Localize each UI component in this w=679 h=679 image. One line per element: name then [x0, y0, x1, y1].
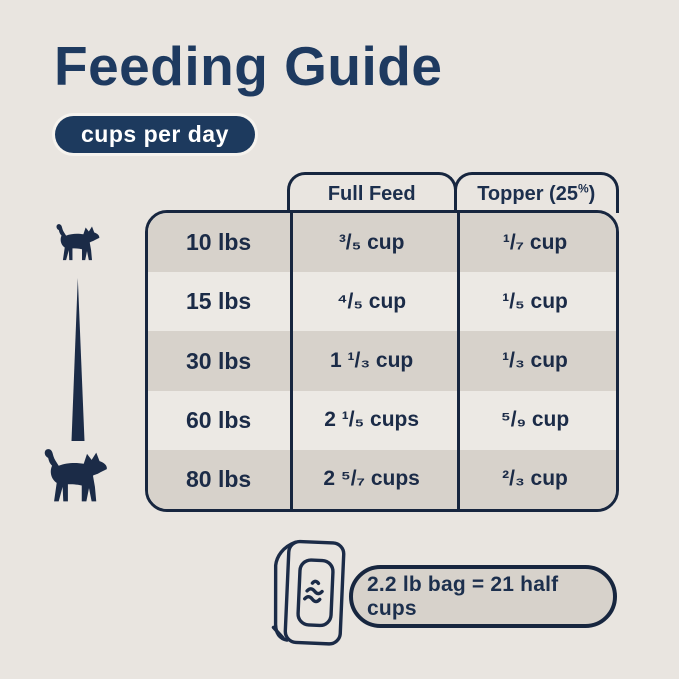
weight-cell: 30 lbs [185, 347, 252, 374]
size-scale-wedge [71, 278, 85, 442]
full-feed-cell: ⁴/₅ cup [337, 289, 407, 313]
large-dog-icon [40, 446, 109, 504]
topper-label: Topper (25%) [477, 180, 596, 205]
feeding-table-body: 10 lbs ³/₅ cup ¹/₇ cup 15 lbs ⁴/₅ cup ¹/… [145, 210, 619, 512]
weight-cell: 10 lbs [185, 229, 252, 256]
topper-cell: ¹/₃ cup [502, 349, 568, 372]
topper-cell: ¹/₅ cup [502, 289, 568, 313]
full-feed-label: Full Feed [327, 182, 416, 205]
topper-cell: ⁵/₉ cup [500, 408, 570, 432]
percent-superscript: % [577, 180, 589, 195]
cups-per-day-label: cups per day [81, 121, 229, 147]
topper-cell: ¹/₇ cup [502, 230, 568, 254]
cups-per-day-badge: cups per day [55, 116, 255, 153]
table-row: 15 lbs ⁴/₅ cup ¹/₅ cup [148, 272, 616, 332]
page-title: Feeding Guide [54, 35, 443, 97]
table-row: 10 lbs ³/₅ cup ¹/₇ cup [148, 213, 616, 273]
bag-note-text: 2.2 lb bag = 21 half cups [367, 572, 559, 620]
full-feed-cell: 2 ¹/₅ cups [324, 408, 420, 432]
weight-cell: 60 lbs [185, 406, 252, 433]
weight-cell: 80 lbs [185, 465, 252, 492]
topper-cell: ²/₃ cup [502, 467, 568, 491]
column-header-topper: Topper (25%) [453, 172, 619, 213]
column-divider [289, 213, 293, 509]
dog-food-bag-icon [260, 533, 356, 655]
weight-cell: 15 lbs [185, 288, 252, 315]
table-row: 60 lbs 2 ¹/₅ cups ⁵/₉ cup [148, 390, 616, 450]
full-feed-cell: 2 ⁵/₇ cups [323, 467, 420, 491]
column-header-full-feed: Full Feed [286, 172, 457, 213]
column-divider [456, 213, 460, 509]
feeding-table: Full Feed Topper (25%) 10 lbs ³/₅ cup ¹/… [145, 172, 619, 512]
full-feed-cell: 1 ¹/₃ cup [330, 349, 414, 372]
table-row: 30 lbs 1 ¹/₃ cup ¹/₃ cup [148, 331, 616, 391]
full-feed-cell: ³/₅ cup [338, 230, 405, 254]
small-dog-icon [53, 222, 101, 262]
table-row: 80 lbs 2 ⁵/₇ cups ²/₃ cup [148, 449, 616, 509]
bag-note-pill: 2.2 lb bag = 21 half cups [349, 565, 617, 628]
